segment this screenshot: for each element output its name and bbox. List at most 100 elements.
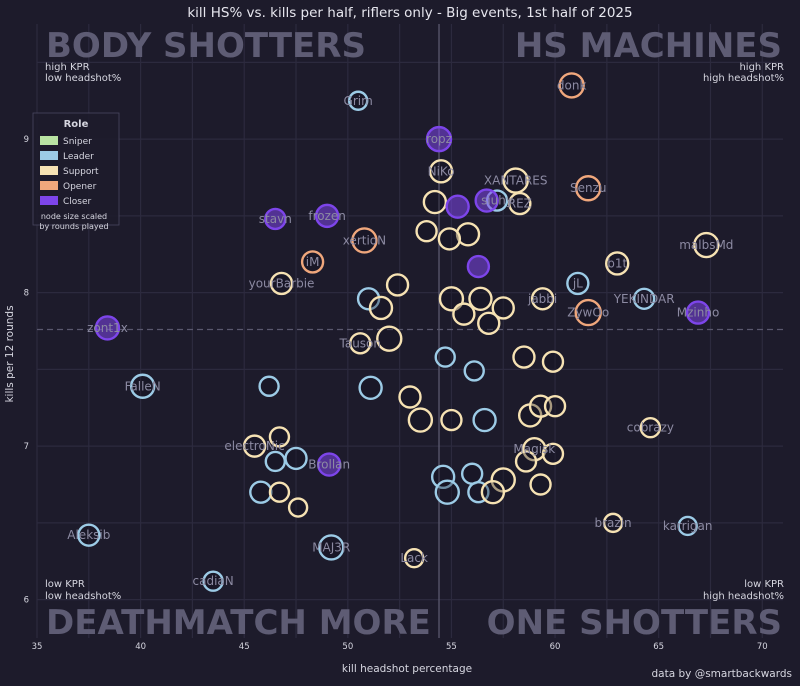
player-label: jL	[572, 276, 583, 290]
player-point	[514, 450, 538, 473]
legend-swatch	[40, 136, 58, 145]
player-label: stavn	[259, 212, 292, 226]
player-label: Aleksib	[67, 528, 110, 542]
player-point	[202, 570, 224, 592]
player-point	[428, 159, 454, 184]
player-point	[430, 464, 456, 490]
player-label: MAJ3R	[312, 540, 350, 554]
player-label: Senzu	[570, 181, 607, 195]
player-point	[463, 360, 485, 382]
quadrant-title-top-left: BODY SHOTTERS	[46, 26, 366, 66]
player-point	[574, 298, 602, 327]
player-label: Tauson	[339, 336, 382, 350]
quadrant-note-top-left-1: high KPR	[45, 62, 90, 73]
quadrant-title-top-right: HS MACHINES	[515, 26, 782, 66]
legend-label: Support	[63, 167, 99, 177]
player-point	[351, 227, 378, 254]
quadrant-title-bottom-right: ONE SHOTTERS	[487, 603, 782, 643]
player-point	[368, 295, 394, 321]
legend-title: Role	[64, 119, 89, 130]
legend-swatch	[40, 181, 58, 190]
player-point	[468, 286, 493, 311]
player-point	[316, 452, 342, 477]
y-tick-label: 8	[24, 289, 29, 299]
x-tick-label: 45	[239, 642, 250, 652]
player-point	[466, 254, 491, 279]
player-point	[541, 442, 565, 465]
player-label: REZ	[508, 197, 532, 211]
player-point	[566, 271, 590, 296]
player-point	[385, 273, 410, 297]
player-point	[264, 450, 287, 473]
player-point	[541, 350, 565, 373]
player-label: xertioN	[343, 233, 386, 247]
player-point	[512, 345, 536, 369]
quadrant-note-bottom-left-2: low headshot%	[45, 591, 121, 602]
player-label: Brollan	[308, 458, 350, 472]
y-tick-label: 6	[24, 596, 29, 606]
legend-swatch	[40, 151, 58, 160]
y-axis-label: kills per 12 rounds	[4, 305, 16, 402]
player-point	[264, 207, 287, 231]
player-point	[349, 332, 372, 355]
player-label: karrigan	[663, 519, 713, 533]
player-point	[94, 315, 121, 341]
player-point	[403, 547, 425, 569]
player-point	[474, 188, 499, 213]
player-point	[575, 175, 602, 202]
player-label: Lack	[400, 551, 428, 565]
legend-note-1: node size scaled	[41, 212, 107, 221]
player-point	[508, 191, 532, 216]
player-point	[77, 523, 101, 547]
player-point	[632, 287, 656, 310]
chart-title: kill HS% vs. kills per half, riflers onl…	[187, 5, 632, 21]
grid-lines	[36, 24, 783, 638]
player-point	[422, 189, 448, 215]
legend-swatch	[40, 166, 58, 175]
player-label: yourBarbie	[249, 276, 315, 290]
legend-label: Leader	[63, 152, 94, 162]
player-point	[314, 203, 340, 229]
credit-text: data by @smartbackwards	[651, 668, 792, 680]
player-label: XANTARES	[484, 174, 548, 188]
player-point	[685, 300, 711, 325]
player-point	[529, 473, 552, 496]
x-tick-label: 50	[342, 642, 353, 652]
player-point	[491, 296, 515, 320]
x-tick-label: 35	[32, 642, 43, 652]
x-axis-label: kill headshot percentage	[342, 663, 472, 675]
player-point	[415, 220, 438, 243]
player-point	[434, 346, 456, 368]
x-tick-label: 60	[550, 642, 561, 652]
player-point	[445, 194, 470, 219]
x-tick-label: 65	[653, 642, 664, 652]
legend: Role Sniper Leader Support Opener Closer nod…	[32, 112, 120, 231]
player-point	[129, 373, 156, 399]
player-point	[300, 250, 325, 274]
player-point	[376, 325, 403, 352]
y-tick-label: 9	[24, 135, 29, 145]
player-label: electroNic	[224, 439, 284, 453]
player-point	[480, 479, 506, 505]
player-label: zont1x	[87, 321, 128, 335]
player-point	[455, 222, 481, 247]
legend-items: Sniper Leader Support Opener Closer	[40, 136, 99, 207]
player-point	[477, 311, 501, 336]
player-point	[693, 231, 720, 259]
player-point	[530, 287, 555, 311]
player-label: FalleN	[125, 379, 161, 393]
player-point	[347, 90, 369, 111]
player-label: cadiaN	[193, 574, 234, 588]
player-point	[269, 271, 294, 296]
player-point	[677, 515, 698, 537]
x-tick-label: 70	[757, 642, 768, 652]
player-label: Magisk	[513, 442, 555, 456]
player-point	[242, 434, 267, 458]
legend-label: Closer	[63, 197, 92, 207]
player-point	[502, 167, 529, 194]
quadrant-labels: BODY SHOTTERS HS MACHINES DEATHMATCH MORE O…	[45, 26, 784, 643]
player-label: cobrazy	[627, 421, 674, 435]
player-label: Mzinho	[677, 306, 720, 320]
